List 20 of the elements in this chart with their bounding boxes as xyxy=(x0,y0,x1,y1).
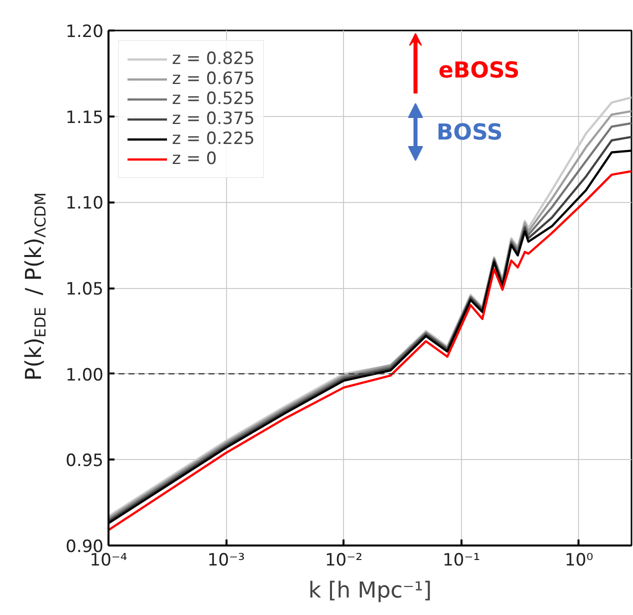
x-tick-label: 10⁰ xyxy=(564,550,594,570)
y-tick-label: 1.15 xyxy=(66,108,104,128)
x-axis-title: k [h Mpc⁻¹] xyxy=(308,578,432,604)
x-tick-label: 10⁻² xyxy=(324,550,362,570)
y-tick-label: 1.20 xyxy=(66,22,104,42)
legend-label: z = 0 xyxy=(172,149,217,169)
x-tick-label: 10⁻³ xyxy=(207,550,245,570)
y-axis-title: P(k)EDE / P(k)ΛCDM xyxy=(22,192,50,381)
legend-label: z = 0.225 xyxy=(172,129,255,149)
annotation: eBOSS xyxy=(438,58,520,84)
legend-label: z = 0.375 xyxy=(172,109,255,129)
x-tick-label: 10⁻¹ xyxy=(442,550,480,570)
legend-label: z = 0.525 xyxy=(172,89,255,109)
legend-label: z = 0.825 xyxy=(172,49,255,69)
y-tick-label: 0.95 xyxy=(66,451,104,472)
y-tick-label: 1.05 xyxy=(66,280,104,300)
annotation: BOSS xyxy=(436,120,503,146)
y-tick-label: 1.10 xyxy=(66,194,104,214)
y-tick-label: 1.00 xyxy=(66,365,104,386)
legend-label: z = 0.675 xyxy=(172,69,255,89)
